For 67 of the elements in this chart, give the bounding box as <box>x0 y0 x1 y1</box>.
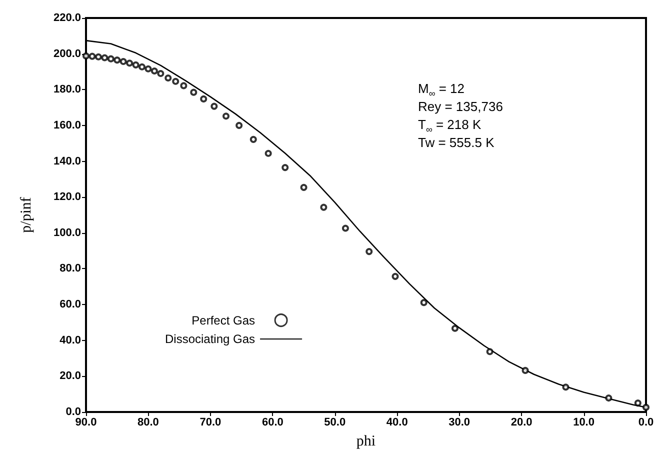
point <box>94 53 102 60</box>
point <box>634 400 642 407</box>
annotation: Rey = 135,736 <box>418 99 503 114</box>
legend-label: Dissociating Gas <box>164 332 256 346</box>
x-axis-title: phi <box>356 434 376 450</box>
y-tick-label: 80.0 <box>60 262 81 275</box>
y-tick-label: 140.0 <box>53 155 81 168</box>
y-tick-label: 200.0 <box>53 48 81 60</box>
point <box>320 204 328 211</box>
y-tick-label: 180.0 <box>53 84 81 96</box>
y-tick-label: 20.0 <box>60 370 81 382</box>
point <box>150 68 158 75</box>
y-tick-label: 0.0 <box>66 406 81 418</box>
point <box>282 164 289 172</box>
point <box>236 122 243 129</box>
point <box>300 184 308 191</box>
point <box>138 63 146 70</box>
y-tick-label: 120.0 <box>53 191 81 204</box>
x-tick-label: 40.0 <box>386 416 408 428</box>
point <box>157 70 164 78</box>
point <box>114 56 121 64</box>
point <box>392 272 399 280</box>
point <box>605 394 612 402</box>
y-tick-label: 220.0 <box>53 12 81 24</box>
point <box>164 74 172 82</box>
point <box>264 150 272 157</box>
annotation: Tw = 555.5 K <box>418 135 495 150</box>
point <box>132 61 140 68</box>
point <box>451 324 458 332</box>
x-tick-label: 70.0 <box>200 416 222 428</box>
point <box>210 102 218 110</box>
x-tick-label: 20.0 <box>510 416 532 428</box>
x-tick-label: 90.0 <box>75 416 97 428</box>
point <box>126 60 134 67</box>
x-tick-label: 10.0 <box>573 416 594 428</box>
point <box>88 52 96 60</box>
point <box>366 248 373 256</box>
y-tick-label: 60.0 <box>60 298 81 311</box>
point <box>342 224 349 232</box>
point <box>120 58 127 66</box>
y-tick-label: 160.0 <box>53 119 81 132</box>
point <box>82 52 90 60</box>
point <box>190 88 198 96</box>
x-tick-label: 50.0 <box>324 416 346 428</box>
x-tick-label: 60.0 <box>262 416 284 428</box>
x-tick-label: 30.0 <box>448 416 470 428</box>
y-tick-label: 100.0 <box>53 226 81 239</box>
point <box>101 54 108 62</box>
point <box>107 55 114 62</box>
y-tick-label: 40.0 <box>60 334 81 346</box>
point <box>522 366 529 374</box>
point <box>420 299 428 306</box>
x-tick-label: 0.0 <box>638 416 654 428</box>
point <box>562 384 570 391</box>
point <box>642 404 650 411</box>
point <box>222 112 230 120</box>
point <box>250 136 257 143</box>
y-axis-title: p/pinf <box>18 197 34 233</box>
point <box>200 95 208 102</box>
legend-label: Perfect Gas <box>192 313 256 328</box>
annotation: M∞ = 12 <box>418 81 465 98</box>
annotation: T∞ = 218 K <box>418 117 482 134</box>
point <box>172 78 180 85</box>
x-tick-label: 80.0 <box>138 416 159 428</box>
point <box>144 65 152 72</box>
point <box>180 82 188 90</box>
point <box>486 348 494 356</box>
